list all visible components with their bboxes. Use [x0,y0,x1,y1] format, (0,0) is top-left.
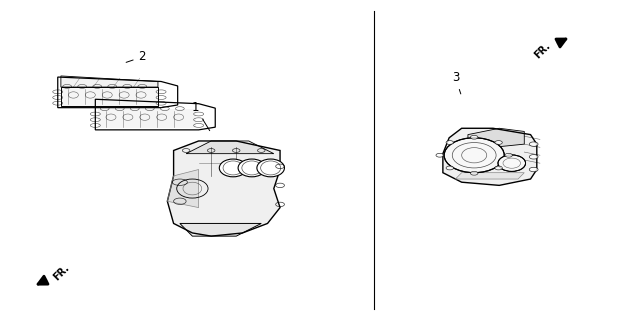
Text: FR.: FR. [52,262,72,282]
Ellipse shape [529,142,538,146]
Polygon shape [468,128,525,147]
Ellipse shape [444,138,504,173]
Ellipse shape [498,155,526,172]
Ellipse shape [529,155,538,159]
Polygon shape [186,141,274,154]
Ellipse shape [238,159,265,177]
Ellipse shape [257,159,284,177]
Text: 2: 2 [126,51,146,63]
Ellipse shape [495,166,503,170]
Polygon shape [167,170,199,208]
Ellipse shape [470,135,478,139]
Ellipse shape [446,166,454,170]
Ellipse shape [505,153,513,157]
Ellipse shape [220,159,247,177]
Ellipse shape [529,167,538,172]
Polygon shape [61,76,158,87]
Polygon shape [443,128,537,185]
Text: 3: 3 [452,71,461,94]
Ellipse shape [446,140,454,144]
Ellipse shape [470,171,478,175]
Ellipse shape [495,140,503,144]
Polygon shape [167,141,280,236]
Text: FR.: FR. [533,41,552,61]
Ellipse shape [436,153,443,157]
Text: 1: 1 [192,101,209,131]
